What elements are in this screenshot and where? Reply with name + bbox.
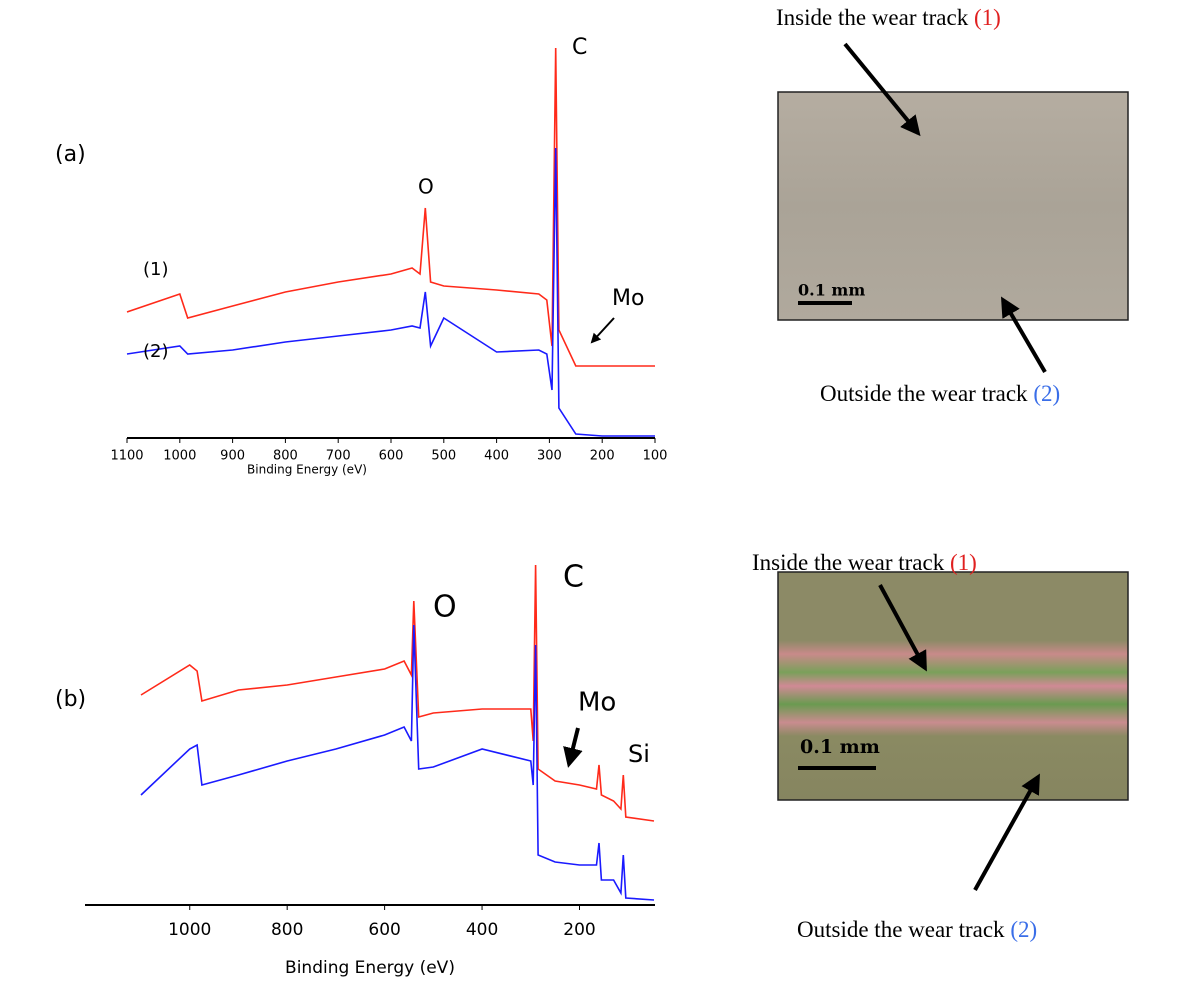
panel-label: (b) [55,687,86,712]
inside-number: (1) [974,5,1001,30]
peak-label: Si [628,740,650,768]
x-tick-label: 1100 [110,449,143,464]
peak-label: Mo [578,688,616,718]
spectrum-line [126,147,655,437]
scale-label: 0.1 mm [798,281,865,300]
x-tick-label: 1000 [168,920,211,940]
x-tick-label: 1000 [163,449,196,464]
x-tick-label: 200 [563,920,595,940]
x-tick-label: 800 [271,920,303,940]
peak-label: Mo [612,286,644,311]
outside-number: (2) [1010,917,1037,942]
outside-label: Outside the wear track (2) [820,381,1060,406]
x-tick-label: 400 [466,920,498,940]
arrow [563,727,583,768]
x-tick-label: 400 [484,449,509,464]
x-tick-label: 600 [368,920,400,940]
inside-number: (1) [950,550,977,575]
x-tick-label: 100 [643,449,668,464]
arrow [843,42,921,137]
series-label: (1) [143,259,169,280]
spectrum-line [140,624,655,901]
inside-text: Inside the wear track [752,550,945,575]
x-tick-label: 900 [220,449,245,464]
x-tick-label: 300 [537,449,562,464]
scale-label: 0.1 mm [800,736,880,758]
inside-label: Inside the wear track (1) [752,550,977,575]
x-tick-label: 600 [379,449,404,464]
arrow [1000,296,1047,374]
spectrum-line [140,564,655,822]
x-tick-label: 200 [590,449,615,464]
arrow [973,773,1040,891]
inside-text: Inside the wear track [776,5,969,30]
x-tick-label: 500 [431,449,456,464]
outside-number: (2) [1033,381,1060,406]
micrograph [777,571,1129,801]
micrograph [777,91,1129,321]
panel-label: (a) [55,142,86,167]
outside-text: Outside the wear track [820,381,1028,406]
outside-label: Outside the wear track (2) [797,917,1037,942]
inside-label: Inside the wear track (1) [776,5,1001,30]
x-axis-title: Binding Energy (eV) [247,463,367,477]
series-label: (2) [143,341,169,362]
peak-label: O [418,175,434,199]
x-tick-label: 700 [326,449,351,464]
arrow [590,317,615,344]
outside-text: Outside the wear track [797,917,1005,942]
peak-label: C [572,35,587,60]
peak-label: C [563,560,584,595]
spectrum-line [126,47,655,367]
peak-label: O [433,590,457,625]
arrow [878,584,927,672]
x-axis-title: Binding Energy (eV) [285,958,455,978]
x-tick-label: 800 [273,449,298,464]
